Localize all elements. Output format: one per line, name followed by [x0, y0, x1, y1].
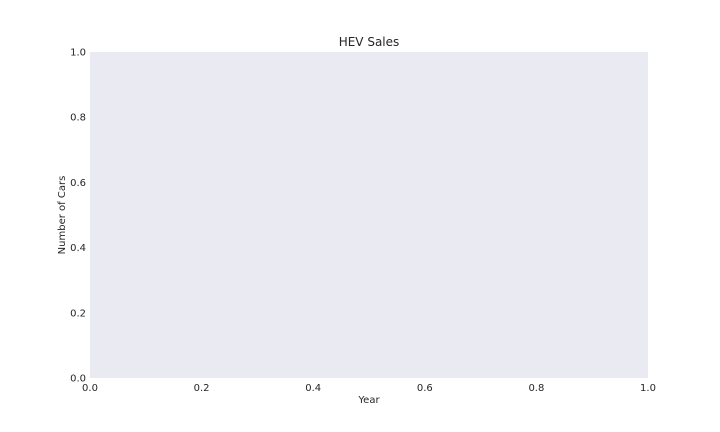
x-axis: 0.0 0.2 0.4 0.6 0.8 1.0: [82, 383, 656, 394]
x-tick-label: 0.6: [417, 383, 433, 394]
y-tick-label: 1.0: [70, 48, 86, 59]
x-tick-label: 0.8: [528, 383, 544, 394]
x-tick-label: 0.2: [194, 383, 210, 394]
y-tick-label: 0.2: [70, 308, 86, 319]
plot-area: [90, 52, 648, 378]
y-tick-label: 0.0: [70, 374, 86, 385]
x-tick-label: 0.0: [82, 383, 98, 394]
x-tick-label: 0.4: [305, 383, 321, 394]
y-tick-label: 0.8: [70, 113, 86, 124]
chart-title: HEV Sales: [339, 35, 400, 49]
y-axis: 0.0 0.2 0.4 0.6 0.8 1.0: [70, 48, 86, 385]
y-axis-label: Number of Cars: [57, 176, 68, 255]
y-tick-label: 0.4: [70, 243, 86, 254]
x-tick-label: 1.0: [640, 383, 656, 394]
x-axis-label: Year: [357, 395, 380, 406]
y-tick-label: 0.6: [70, 178, 86, 189]
